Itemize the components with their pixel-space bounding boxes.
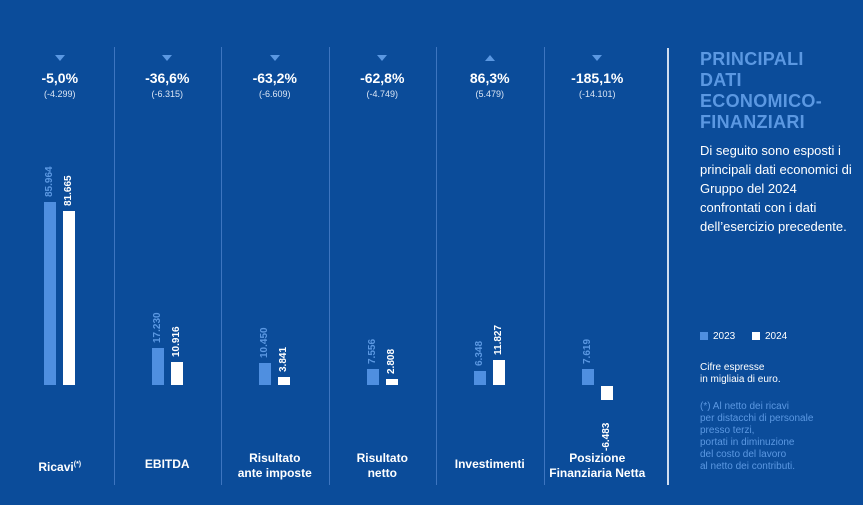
bar-2024 bbox=[493, 359, 506, 385]
footnote-line: (*) Al netto dei ricavi bbox=[700, 401, 789, 412]
section-title-line: PRINCIPALI bbox=[700, 49, 804, 69]
arrow-down-icon bbox=[162, 55, 173, 61]
absolute-change: (-6.609) bbox=[258, 89, 291, 99]
legend-swatch-2024 bbox=[752, 332, 760, 340]
value-label-2023: 10.450 bbox=[259, 327, 271, 358]
category-label-text: Ricavi bbox=[38, 460, 74, 474]
section-title-line: FINANZIARI bbox=[700, 112, 805, 132]
bar-2024 bbox=[63, 211, 76, 385]
comparison-chart: -5,0% (-4.299) 85.964 81.665 Ricavi(*) -36,6%… bbox=[6, 47, 651, 485]
category-label-text: EBITDA bbox=[144, 457, 190, 471]
value-label-2024: 10.916 bbox=[170, 326, 182, 357]
absolute-change: (-14.101) bbox=[578, 89, 616, 99]
section-title-line: ECONOMICO- bbox=[700, 91, 822, 111]
value-label-2024: 11.827 bbox=[493, 324, 505, 355]
percent-change: 86,3% bbox=[469, 70, 510, 86]
category-label-line: netto bbox=[328, 466, 436, 481]
category-label-text: Risultato bbox=[356, 451, 408, 465]
value-label-2023: 85.964 bbox=[44, 166, 56, 197]
section-description: Di seguito sono esposti i principali dat… bbox=[700, 143, 852, 234]
bar-2023 bbox=[581, 368, 594, 385]
arrow-down-icon bbox=[54, 55, 65, 61]
category-label-line: Risultato bbox=[328, 451, 436, 466]
arrow-down-icon bbox=[269, 55, 280, 61]
footnote-marker: (*) bbox=[73, 461, 82, 468]
arrow-down-icon bbox=[377, 55, 388, 61]
footnote-line: al netto dei contributi. bbox=[700, 461, 796, 472]
bar-2023 bbox=[151, 348, 164, 385]
footnote-line: portati in diminuzione bbox=[700, 437, 795, 448]
legend-label-2024: 2024 bbox=[765, 331, 788, 342]
footnote-line: presso terzi, bbox=[700, 425, 755, 436]
category-label-line: Posizione bbox=[543, 451, 651, 466]
bar-2024 bbox=[170, 361, 183, 385]
column-separator bbox=[113, 47, 115, 485]
category-label-text: Risultato bbox=[249, 451, 301, 465]
category-label-line: Investimenti bbox=[436, 457, 544, 472]
bar-2024 bbox=[278, 376, 291, 385]
category-label-line: ante imposte bbox=[221, 466, 329, 481]
value-label-2023: 7.556 bbox=[366, 338, 378, 364]
category-label-line: Ricavi(*) bbox=[6, 457, 114, 475]
percent-change: -63,2% bbox=[252, 70, 297, 86]
category-label-line: EBITDA bbox=[113, 457, 221, 472]
column-separator bbox=[328, 47, 330, 485]
bar-2024 bbox=[600, 386, 613, 400]
value-label-2023: 6.348 bbox=[474, 341, 486, 367]
column-separator bbox=[436, 47, 437, 485]
percent-change: -5,0% bbox=[41, 70, 79, 86]
section-divider bbox=[667, 48, 669, 485]
value-label-2024: 81.665 bbox=[63, 175, 75, 207]
value-label-2024: -6.483 bbox=[600, 422, 612, 451]
value-label-2024: 2.808 bbox=[385, 348, 397, 375]
category-label: Investimenti bbox=[436, 457, 544, 472]
bar-2023 bbox=[44, 201, 57, 385]
category-label: EBITDA bbox=[113, 457, 221, 472]
units-note: Cifre espresse in migliaia di euro. bbox=[700, 362, 860, 386]
category-label: Posizione Finanziaria Netta bbox=[543, 451, 651, 481]
category-label-line: Risultato bbox=[221, 451, 329, 466]
legend-item-2023: 2023 bbox=[700, 331, 735, 342]
category-label-text: Posizione bbox=[569, 451, 626, 465]
absolute-change: (-4.749) bbox=[366, 89, 398, 99]
section-title-line: DATI bbox=[700, 70, 742, 90]
column-separator bbox=[221, 47, 222, 485]
percent-change: -185,1% bbox=[571, 70, 624, 86]
legend-item-2024: 2024 bbox=[752, 331, 787, 342]
section-title: PRINCIPALI DATI ECONOMICO- FINANZIARI bbox=[700, 49, 860, 133]
category-label-text: Finanziaria Netta bbox=[549, 466, 646, 480]
footnote-line: per distacchi di personale bbox=[700, 413, 814, 424]
bar-2023 bbox=[259, 362, 272, 385]
category-label-text: ante imposte bbox=[237, 466, 312, 480]
bar-2024 bbox=[385, 379, 398, 385]
absolute-change: (5.479) bbox=[475, 89, 505, 99]
bar-2023 bbox=[366, 368, 379, 385]
legend-swatch-2023 bbox=[700, 332, 708, 340]
category-label-line: Finanziaria Netta bbox=[543, 466, 651, 481]
footnote: (*) Al netto dei ricavi per distacchi di … bbox=[700, 401, 860, 473]
absolute-change: (-6.315) bbox=[151, 89, 183, 99]
arrow-down-icon bbox=[592, 55, 603, 61]
units-note-line: Cifre espresse bbox=[700, 362, 765, 373]
column-separator bbox=[543, 47, 545, 485]
value-label-2023: 7.619 bbox=[581, 338, 593, 364]
category-label-text: netto bbox=[367, 466, 397, 480]
category-label: Risultato netto bbox=[328, 451, 436, 481]
absolute-change: (-4.299) bbox=[43, 89, 76, 99]
percent-change: -62,8% bbox=[360, 70, 405, 86]
percent-change: -36,6% bbox=[145, 70, 190, 86]
category-label-text: Investimenti bbox=[454, 457, 525, 471]
value-label-2024: 3.841 bbox=[278, 346, 290, 372]
legend-label-2023: 2023 bbox=[713, 331, 736, 342]
bar-2023 bbox=[474, 371, 487, 385]
units-note-line: in migliaia di euro. bbox=[700, 374, 781, 385]
category-label: Ricavi(*) bbox=[6, 457, 114, 475]
footnote-line: del costo del lavoro bbox=[700, 449, 787, 460]
arrow-up-icon bbox=[484, 55, 495, 61]
value-label-2023: 17.230 bbox=[151, 312, 163, 344]
category-label: Risultato ante imposte bbox=[221, 451, 329, 481]
